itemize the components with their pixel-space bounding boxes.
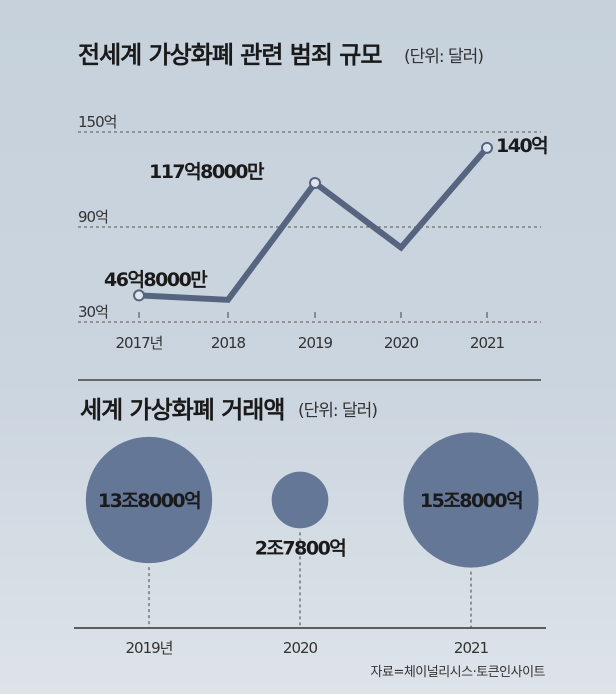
- data-label: 46억8000만: [104, 269, 208, 291]
- x-tick-label: 2020: [384, 334, 419, 352]
- x-tick-label: 2017년: [116, 334, 163, 352]
- x-tick-label: 2019: [298, 334, 333, 352]
- x-tick-label: 2018: [211, 334, 246, 352]
- y-tick-label: 30억: [78, 303, 108, 321]
- bubble-label: 13조8000억: [98, 490, 200, 512]
- source-note: 자료=체이널리시스·토큰인사이트: [371, 665, 546, 680]
- bubble-label: 15조8000억: [420, 490, 522, 512]
- bubble-label: 2조7800억: [255, 537, 346, 559]
- x-tick-label: 2021: [454, 639, 489, 657]
- data-point: [133, 289, 145, 302]
- y-tick-label: 150억: [78, 113, 116, 131]
- bubble-chart-title: 세계 가상화폐 거래액: [80, 396, 284, 424]
- x-tick-label: 2019년: [126, 639, 173, 657]
- y-tick-label: 90억: [78, 208, 108, 226]
- bubble: [271, 471, 329, 529]
- bubble: [85, 436, 213, 564]
- data-label: 117억8000만: [149, 161, 265, 183]
- x-tick-label: 2020: [283, 639, 318, 657]
- data-label: 140억: [496, 135, 547, 157]
- bubble: [403, 432, 539, 568]
- bubble-chart-unit: (단위: 달러): [298, 401, 377, 421]
- line-chart-unit: (단위: 달러): [404, 47, 483, 67]
- data-point: [481, 141, 493, 154]
- data-point: [309, 176, 321, 189]
- line-chart-title: 전세계 가상화폐 관련 범죄 규모: [78, 41, 382, 69]
- x-tick-label: 2021: [470, 334, 505, 352]
